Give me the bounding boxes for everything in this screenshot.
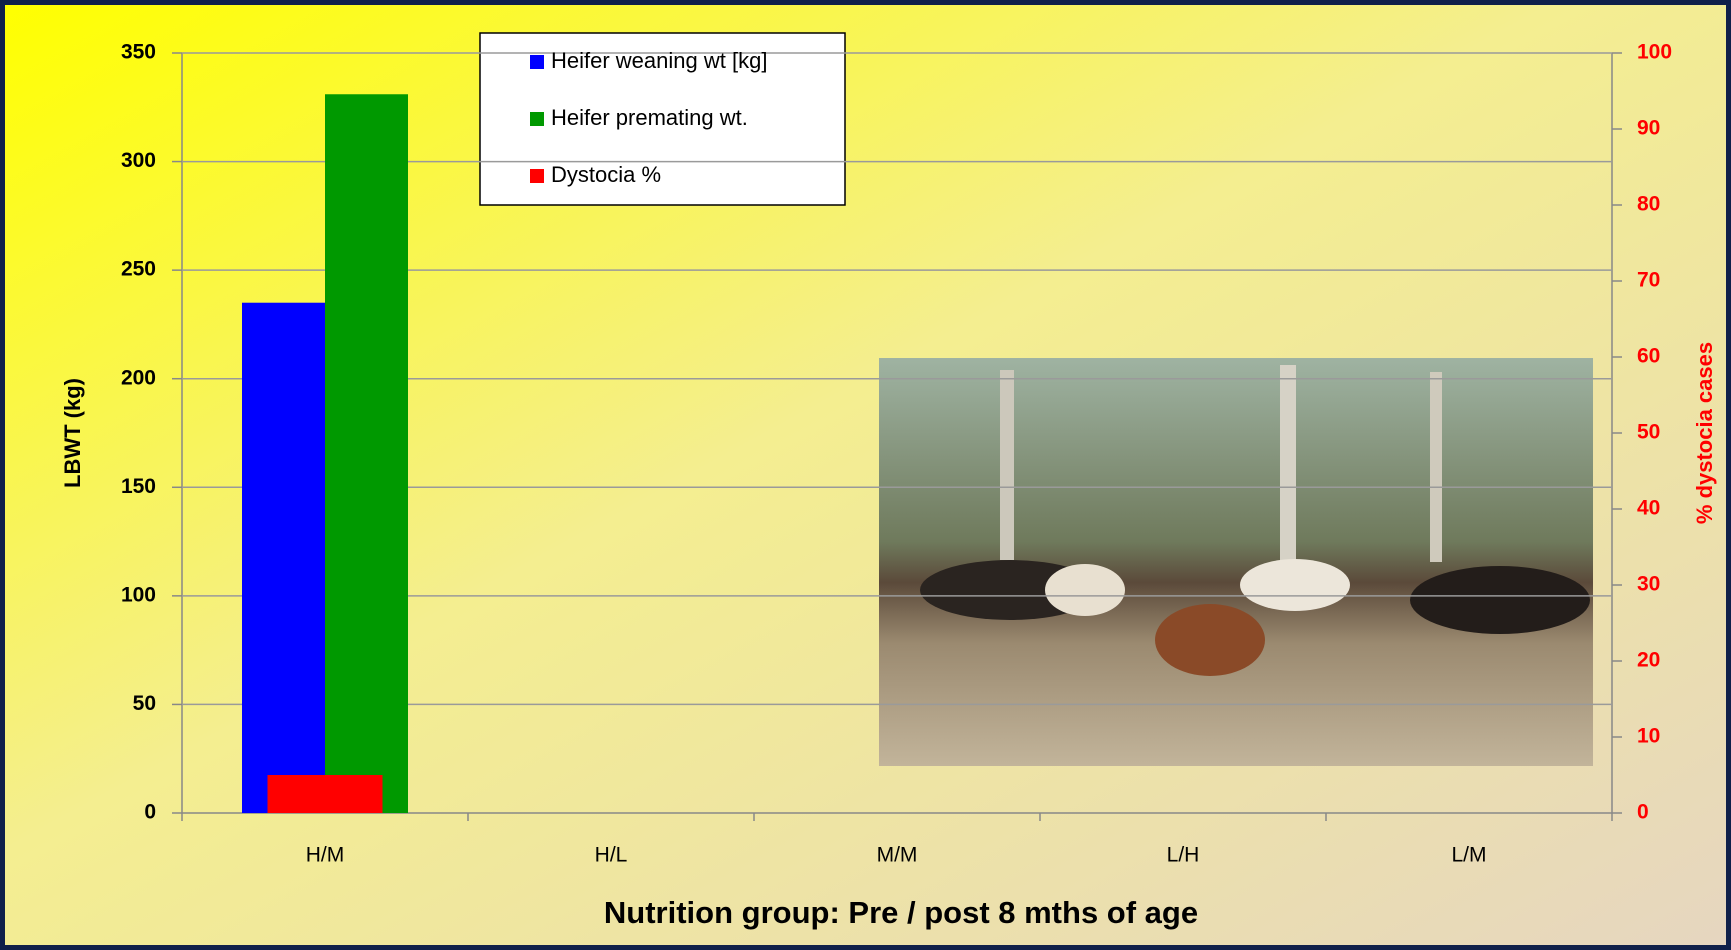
y2-tick-label: 20 (1637, 649, 1660, 672)
x-tick-label: H/L (595, 844, 628, 867)
bar (267, 775, 383, 813)
y2-tick-label: 40 (1637, 497, 1660, 520)
y2-tick-label: 10 (1637, 725, 1660, 748)
x-tick-label: M/M (877, 844, 918, 867)
x-tick-label: H/M (306, 844, 345, 867)
y2-tick-label: 60 (1637, 345, 1660, 368)
y-tick-label: 250 (121, 258, 156, 281)
x-tick-label: L/M (1451, 844, 1486, 867)
y2-axis-title: % dystocia cases (1692, 342, 1717, 524)
legend-swatch (530, 169, 544, 183)
y2-tick-label: 0 (1637, 801, 1649, 824)
bar (242, 302, 325, 813)
y-tick-label: 0 (144, 801, 156, 824)
legend-label: Heifer weaning wt [kg] (551, 48, 767, 73)
legend-label: Heifer premating wt. (551, 105, 748, 130)
photo (879, 358, 1593, 766)
legend-swatch (530, 112, 544, 126)
y-tick-label: 300 (121, 149, 156, 172)
y-tick-label: 200 (121, 366, 156, 389)
y-tick-label: 50 (133, 692, 156, 715)
y2-tick-label: 70 (1637, 269, 1660, 292)
y-tick-label: 150 (121, 475, 156, 498)
y-axis-title: LBWT (kg) (60, 378, 85, 488)
bar (325, 94, 408, 813)
y-tick-label: 100 (121, 583, 156, 606)
y2-tick-label: 80 (1637, 193, 1660, 216)
y2-tick-label: 90 (1637, 117, 1660, 140)
y2-tick-label: 100 (1637, 41, 1672, 64)
x-axis-title: Nutrition group: Pre / post 8 mths of ag… (604, 895, 1198, 930)
legend-label: Dystocia % (551, 162, 661, 187)
x-tick-label: L/H (1167, 844, 1200, 867)
legend-swatch (530, 55, 544, 69)
y2-tick-label: 30 (1637, 573, 1660, 596)
y2-tick-label: 50 (1637, 421, 1660, 444)
y-tick-label: 350 (121, 41, 156, 64)
